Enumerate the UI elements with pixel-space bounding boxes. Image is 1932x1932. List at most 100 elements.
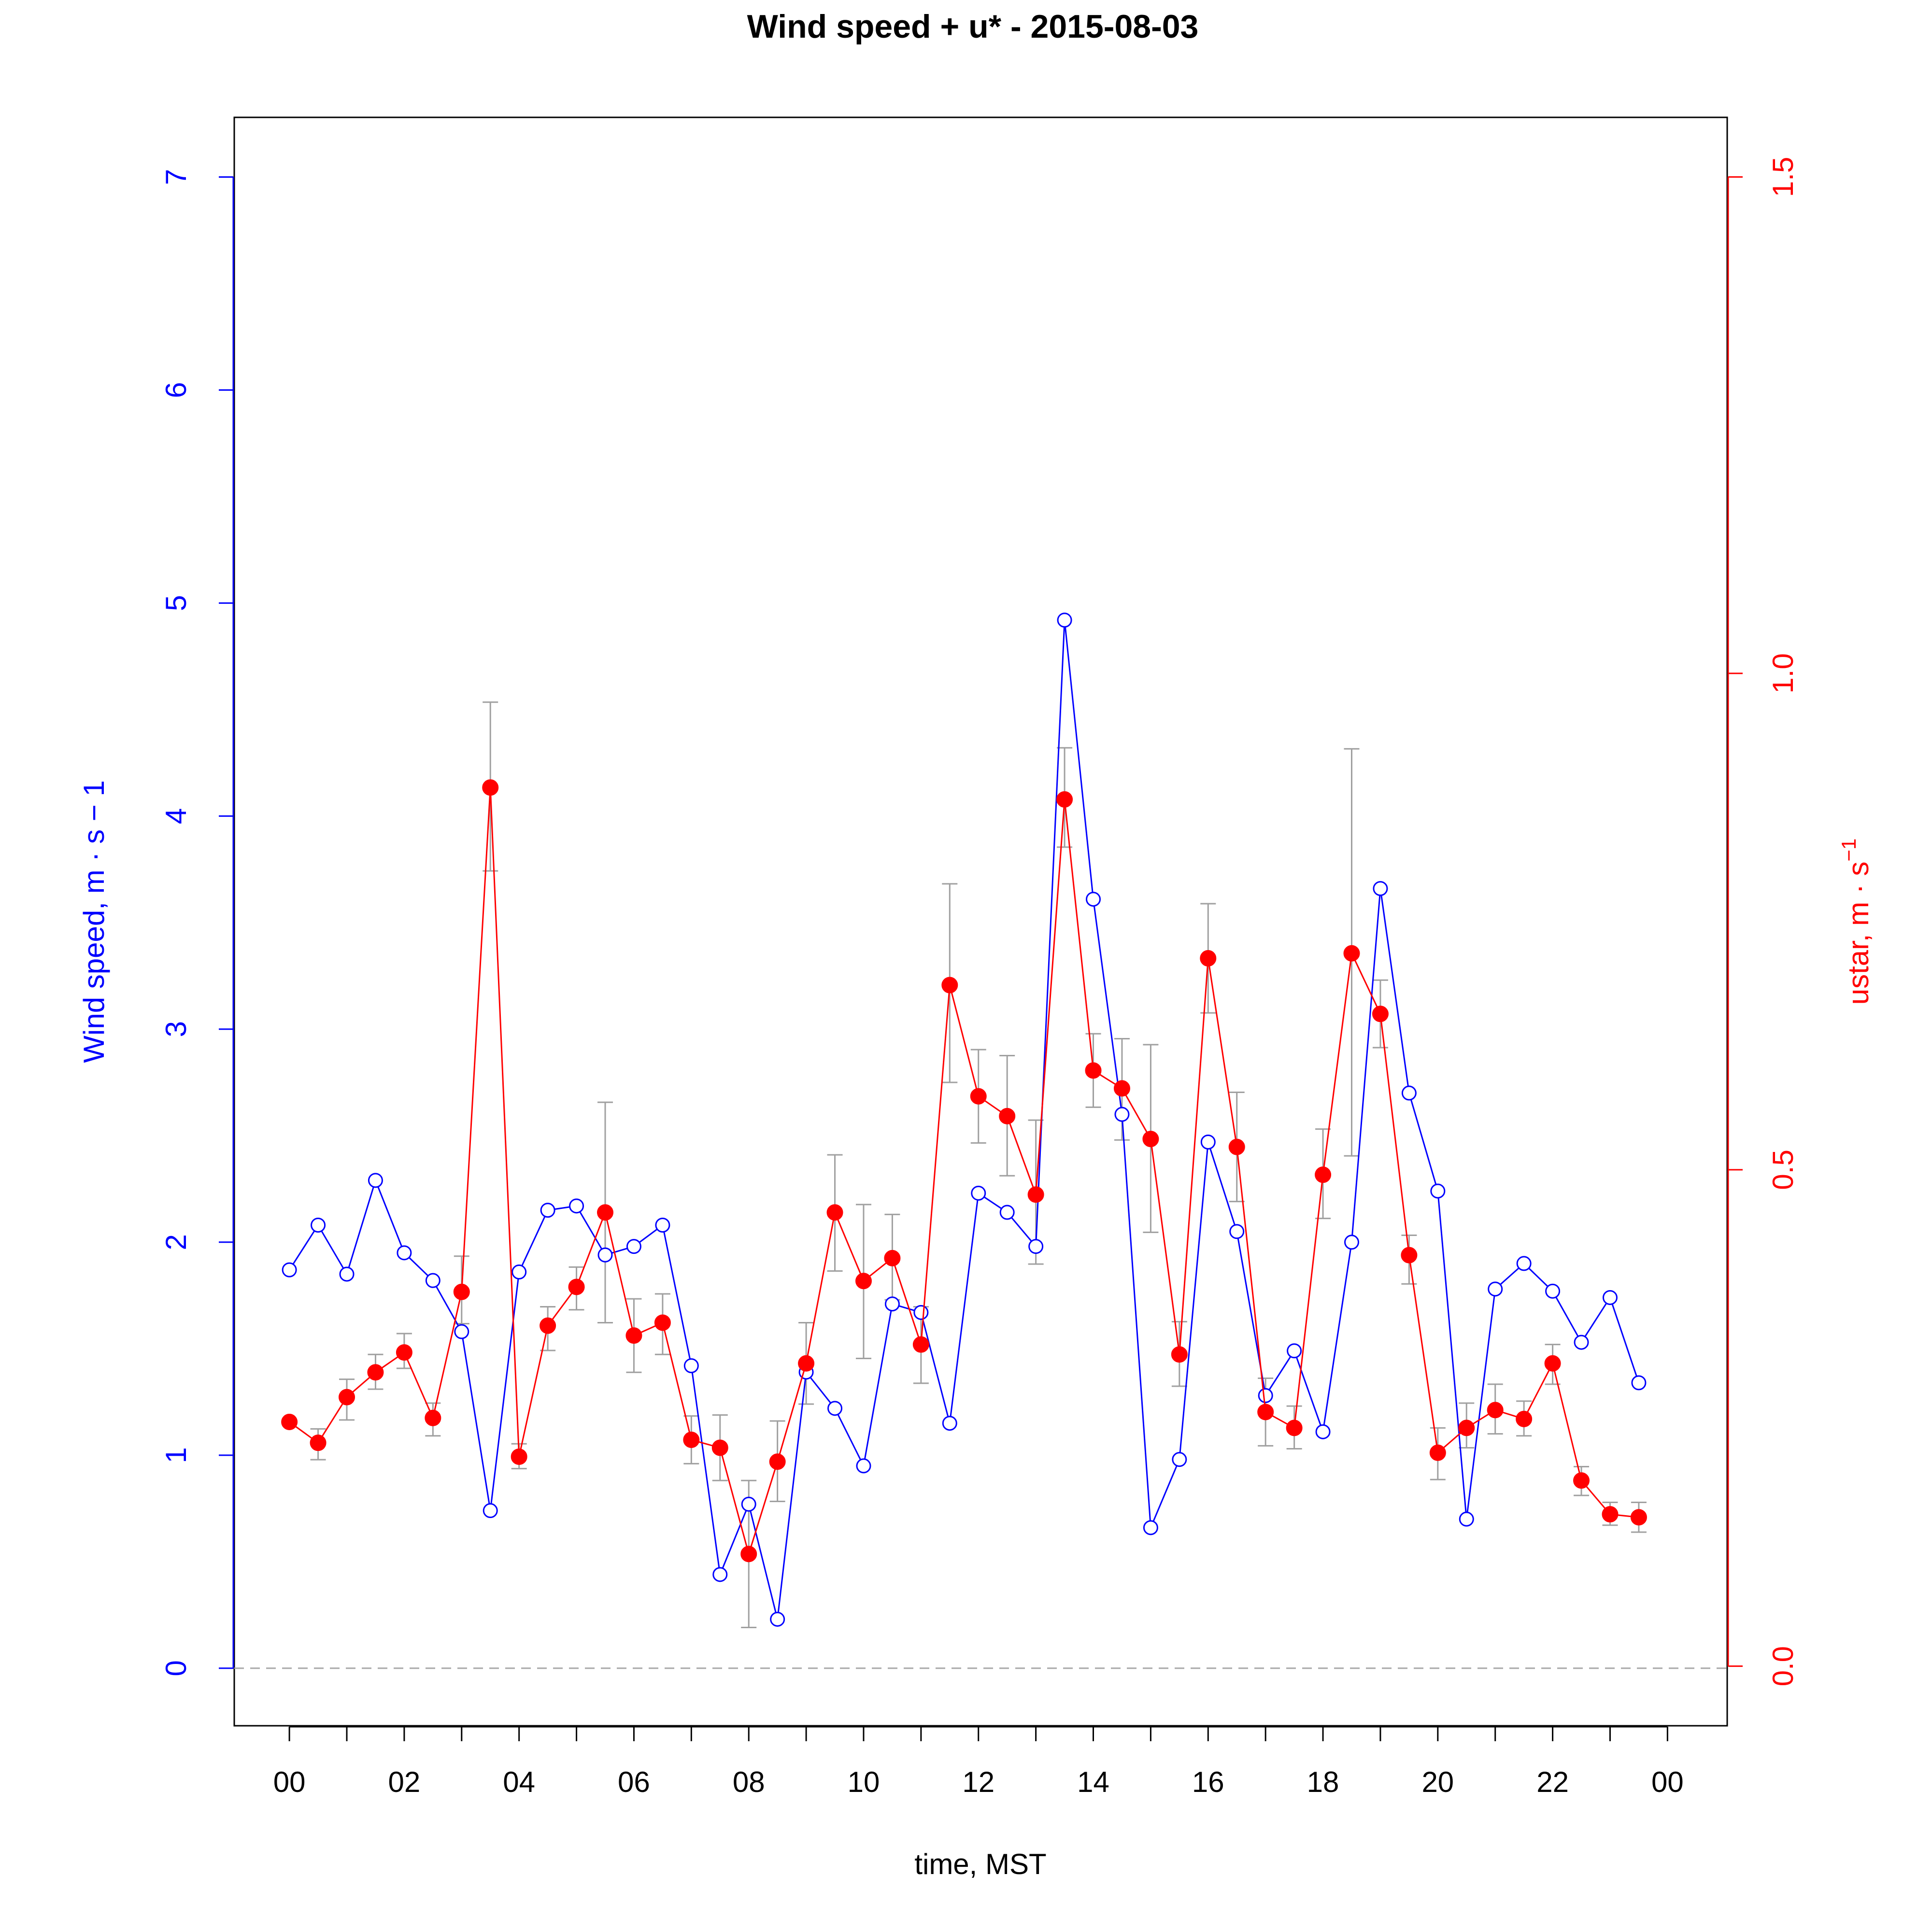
y-axis-right-label-superscript: −1 bbox=[1837, 838, 1860, 862]
y-axis-left-label: Wind speed, m · s − 1 bbox=[78, 780, 110, 1063]
wind-speed-point bbox=[913, 1305, 929, 1320]
ustar-point bbox=[884, 1250, 901, 1266]
y-left-tick-label: 1 bbox=[160, 1447, 192, 1463]
x-tick-label: 06 bbox=[618, 1766, 650, 1798]
y-right-tick-label: 1.0 bbox=[1767, 653, 1799, 693]
wind-speed-point bbox=[1315, 1424, 1331, 1439]
y-right-tick-label: 0.5 bbox=[1767, 1150, 1799, 1190]
ustar-point bbox=[367, 1364, 384, 1381]
y-right-tick-label: 0.0 bbox=[1767, 1646, 1799, 1686]
wind-speed-point bbox=[1545, 1283, 1561, 1299]
wind-speed-point bbox=[1200, 1134, 1216, 1150]
ustar-point bbox=[769, 1453, 786, 1470]
ustar-point bbox=[999, 1108, 1016, 1124]
y-left-tick-label: 5 bbox=[160, 595, 192, 611]
x-tick-label: 10 bbox=[848, 1766, 880, 1798]
x-tick-label: 00 bbox=[1651, 1766, 1684, 1798]
x-axis: 00 02 04 06 08 10 12 14 16 18 20 22 00 bbox=[273, 1726, 1684, 1798]
ustar-point bbox=[453, 1283, 470, 1300]
wind-speed-point bbox=[655, 1218, 670, 1233]
ustar-point bbox=[1602, 1506, 1619, 1523]
wind-speed-point bbox=[741, 1496, 756, 1512]
y-left-tick-label: 6 bbox=[160, 382, 192, 398]
ustar-point bbox=[1171, 1346, 1188, 1363]
y-axis-left: 0 1 2 3 4 5 6 7 bbox=[160, 169, 234, 1676]
ustar-point bbox=[540, 1317, 556, 1334]
ustar-point bbox=[281, 1414, 298, 1430]
ustar-point bbox=[1228, 1138, 1245, 1155]
ustar-point bbox=[1315, 1166, 1332, 1183]
plot-frame bbox=[233, 116, 1728, 1727]
ustar-point bbox=[683, 1432, 700, 1448]
wind-speed-point bbox=[282, 1262, 297, 1278]
wind-speed-point bbox=[683, 1358, 699, 1374]
wind-speed-point bbox=[1172, 1452, 1187, 1467]
wind-speed-point bbox=[540, 1203, 555, 1218]
y-left-tick-label: 7 bbox=[160, 169, 192, 185]
wind-speed-point bbox=[1287, 1343, 1302, 1359]
ustar-point bbox=[1113, 1080, 1130, 1097]
wind-speed-point bbox=[1229, 1224, 1245, 1239]
wind-speed-point bbox=[397, 1245, 412, 1261]
wind-speed-point bbox=[425, 1273, 440, 1288]
ustar-point bbox=[1286, 1420, 1303, 1436]
wind-speed-point bbox=[1459, 1511, 1474, 1527]
x-tick-label: 20 bbox=[1421, 1766, 1454, 1798]
ustar-point bbox=[740, 1546, 757, 1563]
ustar-point bbox=[339, 1389, 355, 1406]
wind-speed-point bbox=[1631, 1375, 1647, 1391]
ustar-point bbox=[826, 1204, 843, 1221]
wind-speed-point bbox=[1143, 1520, 1158, 1535]
wind-speed-point bbox=[1258, 1388, 1273, 1403]
wind-speed-point bbox=[483, 1503, 498, 1519]
ustar-point bbox=[597, 1204, 613, 1221]
ustar-point bbox=[425, 1409, 441, 1426]
x-tick-label: 00 bbox=[273, 1766, 306, 1798]
ustar-point bbox=[568, 1279, 585, 1295]
y-axis-right-label: ustar, m · s−1 bbox=[1837, 838, 1875, 1005]
wind-speed-point bbox=[999, 1205, 1015, 1220]
wind-speed-point bbox=[626, 1239, 641, 1254]
wind-speed-point bbox=[827, 1401, 843, 1416]
wind-speed-point bbox=[454, 1324, 469, 1339]
ustar-point bbox=[1027, 1186, 1044, 1203]
ustar-line bbox=[289, 787, 1639, 1557]
wind-speed-point bbox=[1028, 1239, 1044, 1254]
ustar-point bbox=[855, 1273, 872, 1290]
ustar-point bbox=[970, 1088, 987, 1105]
x-tick-label: 18 bbox=[1307, 1766, 1339, 1798]
ustar-point bbox=[1085, 1062, 1102, 1079]
x-tick-label: 08 bbox=[733, 1766, 765, 1798]
wind-speed-point bbox=[311, 1218, 326, 1233]
wind-speed-point bbox=[1488, 1281, 1503, 1297]
ustar-point bbox=[941, 977, 958, 994]
ustar-point bbox=[310, 1435, 327, 1451]
wind-speed-point bbox=[597, 1247, 613, 1263]
ustar-point bbox=[654, 1314, 671, 1331]
wind-speed-point bbox=[511, 1264, 527, 1280]
wind-speed-point bbox=[942, 1416, 957, 1431]
x-tick-label: 14 bbox=[1077, 1766, 1109, 1798]
x-tick-label: 12 bbox=[962, 1766, 994, 1798]
ustar-point bbox=[396, 1344, 412, 1361]
wind-speed-point bbox=[569, 1198, 584, 1214]
wind-speed-series bbox=[282, 612, 1647, 1627]
ustar-point bbox=[625, 1327, 642, 1344]
wind-speed-point bbox=[1057, 612, 1072, 628]
ustar-point bbox=[798, 1355, 815, 1372]
ustar-point bbox=[1458, 1420, 1475, 1436]
wind-speed-point bbox=[1574, 1335, 1589, 1350]
ustar-point bbox=[912, 1336, 929, 1353]
ustar-point bbox=[1142, 1131, 1159, 1148]
ustar-point bbox=[1257, 1404, 1274, 1421]
wind-speed-point bbox=[856, 1458, 871, 1474]
ustar-point bbox=[711, 1439, 728, 1456]
y-left-tick-label: 4 bbox=[160, 808, 192, 824]
x-tick-label: 02 bbox=[388, 1766, 421, 1798]
y-left-tick-label: 3 bbox=[160, 1021, 192, 1037]
x-tick-label: 16 bbox=[1192, 1766, 1224, 1798]
ustar-point bbox=[1200, 950, 1217, 967]
wind-speed-point bbox=[1602, 1290, 1618, 1305]
wind-speed-point bbox=[1430, 1183, 1446, 1199]
